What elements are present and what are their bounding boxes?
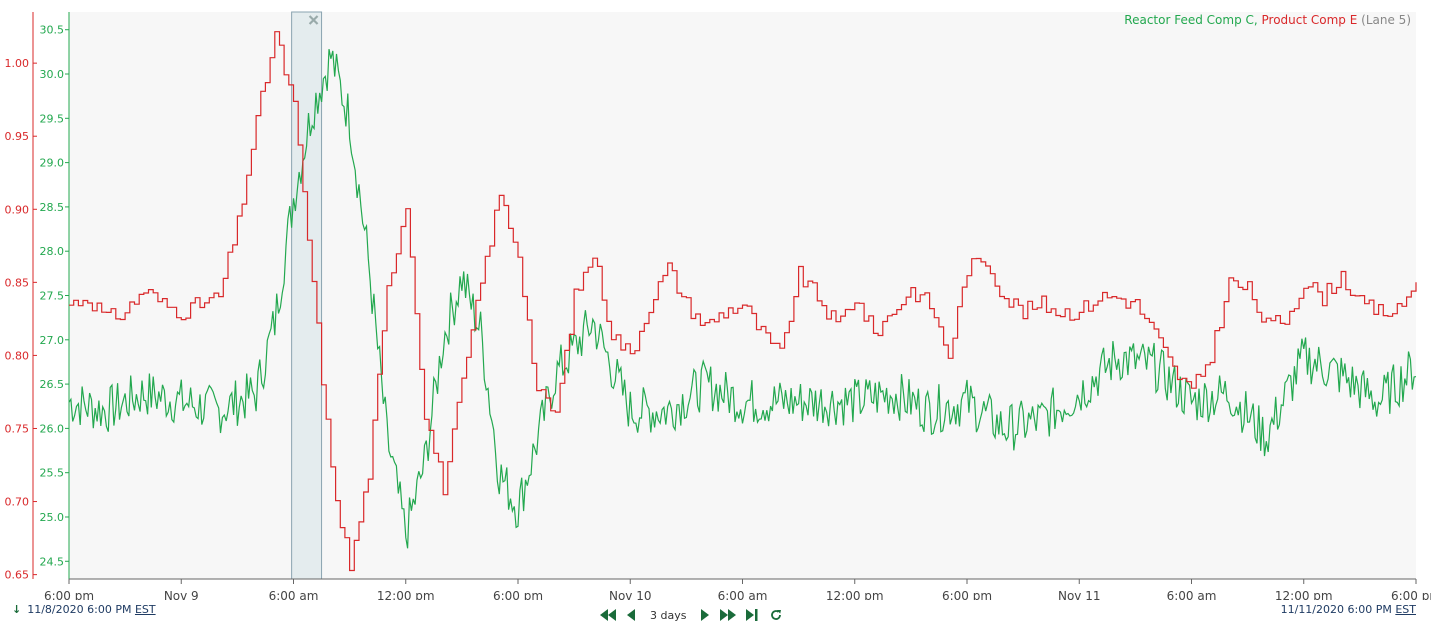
end-timezone-link[interactable]: EST: [1395, 603, 1416, 616]
refresh-icon[interactable]: [767, 606, 785, 624]
time-navigation: 3 days: [596, 606, 788, 624]
start-timezone-link[interactable]: EST: [134, 603, 156, 616]
range-label[interactable]: 3 days: [650, 608, 687, 622]
left-tick-label: 1.00: [5, 57, 30, 70]
start-date-label: ↓ 11/8/2020 6:00 PM EST: [12, 603, 156, 616]
forward-fast-icon[interactable]: [719, 606, 737, 624]
left-tick-label: 0.90: [5, 203, 30, 216]
green-tick-label: 30.0: [40, 68, 65, 81]
x-tick-label: 6:00 pm: [493, 589, 543, 600]
green-tick-label: 29.0: [40, 157, 65, 170]
green-tick-label: 25.5: [40, 467, 65, 480]
green-tick-label: 27.0: [40, 334, 65, 347]
legend-lane: (Lane 5): [1361, 13, 1411, 27]
green-tick-label: 27.5: [40, 290, 65, 303]
x-tick-label: 6:00 pm: [1391, 589, 1431, 600]
end-date-label: 11/11/2020 6:00 PM EST: [1281, 603, 1416, 616]
right-y-axis: 30.5 30.0 29.5 29.0 28.5 28.0 27.5 27.0 26.5 26.0…: [40, 12, 70, 579]
x-tick-label: Nov 9: [164, 589, 199, 600]
chart-legend: Reactor Feed Comp C, Product Comp E (Lan…: [1124, 13, 1411, 27]
left-tick-label: 0.65: [5, 569, 30, 582]
left-tick-label: 0.80: [5, 349, 30, 362]
close-selection-icon[interactable]: [308, 15, 319, 25]
x-tick-label: Nov 11: [1058, 589, 1101, 600]
series-product-comp-e: [69, 31, 1417, 572]
x-tick-label: Nov 10: [609, 589, 652, 600]
x-tick-label: 6:00 am: [1167, 589, 1217, 600]
left-tick-label: 0.70: [5, 496, 30, 509]
legend-product-comp-e: Product Comp E: [1261, 13, 1358, 27]
left-tick-label: 0.75: [5, 422, 30, 435]
trend-chart[interactable]: 1.000.950.900.850.800.750.700.65 30.530.…: [0, 0, 1431, 600]
left-y-axis: 1.00 0.95 0.90 0.85 0.80 0.75 0.70 0.65: [5, 12, 37, 582]
series-reactor-feed-comp-c: [68, 48, 1417, 549]
x-tick-label: 12:00 pm: [377, 589, 435, 600]
green-tick-label: 25.0: [40, 511, 65, 524]
plot-area: [69, 12, 1416, 579]
x-tick-label: 12:00 pm: [826, 589, 884, 600]
green-tick-label: 30.5: [40, 24, 65, 37]
start-date-text: 11/8/2020 6:00 PM: [27, 603, 132, 616]
x-tick-label: 6:00 am: [269, 589, 319, 600]
jump-to-end-icon[interactable]: [743, 606, 761, 624]
rewind-fast-icon[interactable]: [599, 606, 617, 624]
green-tick-label: 24.5: [40, 555, 65, 568]
green-tick-label: 28.5: [40, 201, 65, 214]
x-tick-label: 6:00 pm: [942, 589, 992, 600]
left-tick-label: 0.85: [5, 276, 30, 289]
step-back-icon[interactable]: [623, 606, 641, 624]
x-tick-label: 6:00 am: [718, 589, 768, 600]
green-tick-label: 28.0: [40, 245, 65, 258]
left-tick-label: 0.95: [5, 130, 30, 143]
green-tick-label: 29.5: [40, 112, 65, 125]
legend-feed-comp-c: Reactor Feed Comp C,: [1124, 13, 1258, 27]
green-tick-label: 26.0: [40, 422, 65, 435]
x-tick-label: 6:00 pm: [44, 589, 94, 600]
arrow-down-icon[interactable]: ↓: [12, 603, 22, 616]
green-tick-label: 26.5: [40, 378, 65, 391]
end-date-text: 11/11/2020 6:00 PM: [1280, 603, 1392, 616]
step-forward-icon[interactable]: [695, 606, 713, 624]
x-tick-label: 12:00 pm: [1275, 589, 1333, 600]
x-axis: 6:00 pm Nov 9 6:00 am 12:00 pm 6:00 pm Nov 10…: [44, 578, 1431, 600]
